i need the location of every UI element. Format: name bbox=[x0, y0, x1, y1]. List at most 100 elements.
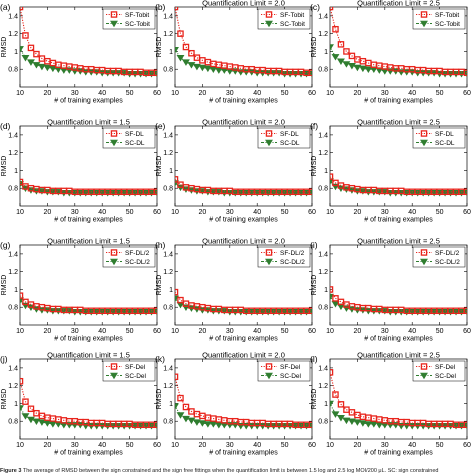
data-point bbox=[337, 41, 345, 48]
data-point bbox=[402, 308, 411, 316]
y-axis-label: RMSD bbox=[156, 156, 163, 177]
data-point bbox=[27, 59, 35, 66]
legend-label: SC-Del bbox=[435, 373, 457, 380]
legend-marker bbox=[420, 20, 428, 28]
y-tick-label: 1.4 bbox=[163, 132, 173, 139]
data-point bbox=[308, 421, 312, 429]
panel-label: (a) bbox=[0, 2, 11, 12]
x-tick-label: 40 bbox=[98, 442, 106, 449]
series-sf bbox=[175, 7, 312, 77]
legend-marker bbox=[265, 372, 273, 380]
data-point bbox=[330, 293, 334, 301]
x-tick-label: 50 bbox=[126, 90, 134, 97]
data-point bbox=[33, 50, 40, 58]
x-tick-label: 30 bbox=[226, 442, 234, 449]
data-point bbox=[308, 69, 312, 77]
y-tick-label: 1.4 bbox=[8, 251, 18, 258]
data-point bbox=[269, 308, 278, 316]
series-line bbox=[20, 7, 157, 74]
series-sf bbox=[330, 7, 467, 77]
x-tick-label: 20 bbox=[44, 90, 52, 97]
data-point bbox=[153, 308, 157, 316]
y-tick-label: 1.4 bbox=[163, 13, 173, 20]
panel-label: (f) bbox=[310, 121, 318, 131]
x-tick-label: 50 bbox=[436, 209, 444, 216]
data-point bbox=[198, 64, 207, 72]
chart-panel: 0.8 1 1.2 1.4 10 20 30 40 50 60 # of training exam… bbox=[155, 351, 316, 457]
y-axis-label: RMSD bbox=[156, 389, 163, 410]
legend-label: SC-DL/2 bbox=[125, 259, 150, 266]
data-point bbox=[353, 64, 362, 72]
chart-panel: 0.8 1 1.2 1.4 10 20 30 40 50 60 # of training exam… bbox=[310, 118, 471, 224]
y-tick-label: 1 bbox=[324, 401, 328, 408]
data-point bbox=[32, 62, 41, 69]
y-tick-label: 1.2 bbox=[8, 150, 18, 157]
data-point bbox=[358, 420, 367, 427]
data-point bbox=[188, 49, 195, 57]
y-tick-label: 1 bbox=[324, 287, 328, 294]
legend: SF-DL SC-DL bbox=[412, 127, 466, 149]
y-tick-label: 1 bbox=[324, 49, 328, 56]
x-tick-label: 60 bbox=[463, 442, 471, 449]
chart-panel: 0.8 1 1.2 1.4 10 20 30 40 50 60 # of training exam… bbox=[310, 0, 471, 105]
data-point bbox=[302, 422, 311, 430]
y-tick-label: 1.4 bbox=[318, 132, 328, 139]
data-point bbox=[37, 188, 46, 195]
data-point bbox=[463, 189, 467, 197]
data-point bbox=[22, 398, 29, 405]
chart-panel: 0.8 1 1.2 1.4 10 20 30 40 50 60 # of training exam… bbox=[310, 351, 471, 457]
data-point bbox=[153, 422, 157, 430]
data-point bbox=[98, 308, 107, 316]
series-line bbox=[175, 291, 312, 312]
data-point bbox=[175, 176, 179, 183]
legend: SF-DL/2 SC-DL/2 bbox=[257, 246, 311, 268]
x-axis-label: # of training examples bbox=[54, 450, 123, 457]
data-point bbox=[358, 65, 367, 73]
x-tick-label: 40 bbox=[253, 90, 261, 97]
x-tick-label: 10 bbox=[171, 442, 179, 449]
y-axis-label: RMSD bbox=[311, 275, 318, 296]
data-point bbox=[187, 417, 196, 425]
data-point bbox=[175, 373, 179, 381]
y-axis-label: RMSD bbox=[1, 275, 8, 296]
legend: SF-DL SC-DL bbox=[257, 127, 311, 149]
y-tick-label: 0.8 bbox=[318, 67, 328, 74]
data-point bbox=[20, 292, 24, 299]
x-tick-label: 20 bbox=[199, 209, 207, 216]
data-point bbox=[147, 422, 156, 430]
legend-label: SC-Del bbox=[125, 373, 147, 380]
x-tick-label: 30 bbox=[381, 328, 389, 335]
data-point bbox=[220, 308, 229, 315]
data-point bbox=[463, 188, 467, 196]
data-point bbox=[142, 189, 150, 197]
series-line bbox=[175, 178, 312, 193]
x-tick-label: 20 bbox=[354, 328, 362, 335]
data-point bbox=[27, 405, 35, 413]
x-tick-label: 60 bbox=[463, 209, 471, 216]
data-point bbox=[182, 403, 190, 411]
data-point bbox=[20, 46, 24, 53]
y-tick-label: 0.8 bbox=[8, 419, 18, 426]
legend-label: SC-Tobit bbox=[435, 21, 460, 28]
x-tick-label: 50 bbox=[126, 328, 134, 335]
data-point bbox=[176, 54, 185, 62]
y-tick-label: 1.4 bbox=[8, 132, 18, 139]
y-tick-label: 1.2 bbox=[318, 150, 328, 157]
series-sf bbox=[175, 373, 312, 429]
y-tick-label: 1 bbox=[14, 49, 18, 56]
x-tick-label: 10 bbox=[16, 442, 24, 449]
x-tick-label: 30 bbox=[381, 442, 389, 449]
legend-marker bbox=[265, 130, 273, 137]
data-point bbox=[330, 173, 334, 180]
data-point bbox=[408, 189, 417, 197]
series-sf bbox=[330, 369, 467, 429]
x-tick-label: 30 bbox=[381, 90, 389, 97]
y-axis-label: RMSD bbox=[1, 37, 8, 58]
data-point bbox=[463, 69, 467, 77]
series-line bbox=[330, 372, 467, 426]
x-axis-label: # of training examples bbox=[364, 336, 433, 343]
legend-label: SF-DL bbox=[125, 131, 144, 138]
legend: SF-Del SC-Del bbox=[412, 360, 466, 382]
legend-label: SF-Tobit bbox=[280, 12, 304, 19]
data-point bbox=[457, 422, 466, 430]
